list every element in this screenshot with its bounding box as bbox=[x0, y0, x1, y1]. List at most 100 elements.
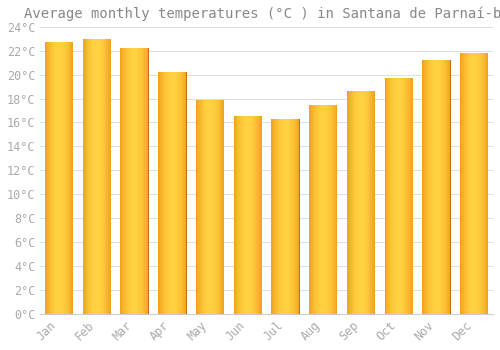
Bar bbox=[48, 42, 49, 314]
Bar bbox=[438, 60, 440, 314]
Bar bbox=[272, 119, 274, 314]
Bar bbox=[297, 119, 298, 314]
Bar bbox=[465, 53, 466, 314]
Bar bbox=[329, 105, 330, 314]
Bar bbox=[176, 72, 177, 314]
Bar bbox=[175, 72, 176, 314]
Bar bbox=[215, 100, 216, 314]
Bar bbox=[292, 119, 293, 314]
Bar bbox=[147, 48, 148, 314]
Bar bbox=[480, 53, 481, 314]
Bar bbox=[92, 39, 93, 314]
Bar bbox=[390, 78, 391, 314]
Bar bbox=[356, 91, 357, 314]
Bar bbox=[426, 60, 427, 314]
Bar bbox=[280, 119, 281, 314]
Bar bbox=[448, 60, 450, 314]
Bar bbox=[275, 119, 276, 314]
Bar bbox=[350, 91, 352, 314]
Bar bbox=[282, 119, 284, 314]
Bar bbox=[357, 91, 358, 314]
Bar bbox=[442, 60, 443, 314]
Bar bbox=[477, 53, 478, 314]
Bar bbox=[366, 91, 368, 314]
Bar bbox=[198, 100, 199, 314]
Bar bbox=[178, 72, 179, 314]
Bar bbox=[445, 60, 446, 314]
Bar bbox=[284, 119, 286, 314]
Bar bbox=[240, 117, 241, 314]
Bar bbox=[218, 100, 220, 314]
Bar bbox=[291, 119, 292, 314]
Bar bbox=[252, 117, 254, 314]
Bar bbox=[47, 42, 48, 314]
Bar bbox=[274, 119, 275, 314]
Bar bbox=[222, 100, 224, 314]
Bar bbox=[395, 78, 396, 314]
Bar bbox=[70, 42, 72, 314]
Bar bbox=[408, 78, 409, 314]
Bar bbox=[238, 117, 240, 314]
Bar bbox=[331, 105, 332, 314]
Bar bbox=[97, 39, 98, 314]
Bar bbox=[286, 119, 288, 314]
Bar bbox=[99, 39, 100, 314]
Bar bbox=[214, 100, 215, 314]
Bar bbox=[384, 78, 386, 314]
Bar bbox=[181, 72, 182, 314]
Bar bbox=[393, 78, 394, 314]
Bar bbox=[400, 78, 402, 314]
Bar bbox=[476, 53, 477, 314]
Bar bbox=[100, 39, 102, 314]
Bar bbox=[206, 100, 208, 314]
Bar bbox=[261, 117, 262, 314]
Bar bbox=[427, 60, 428, 314]
Bar bbox=[310, 105, 311, 314]
Bar bbox=[161, 72, 162, 314]
Bar bbox=[484, 53, 486, 314]
Bar bbox=[365, 91, 366, 314]
Bar bbox=[313, 105, 314, 314]
Bar bbox=[109, 39, 110, 314]
Bar bbox=[312, 105, 313, 314]
Bar bbox=[406, 78, 407, 314]
Bar bbox=[474, 53, 475, 314]
Bar bbox=[242, 117, 243, 314]
Bar bbox=[243, 117, 244, 314]
Bar bbox=[364, 91, 365, 314]
Bar bbox=[93, 39, 94, 314]
Bar bbox=[374, 91, 375, 314]
Bar bbox=[447, 60, 448, 314]
Bar bbox=[179, 72, 180, 314]
Bar bbox=[91, 39, 92, 314]
Bar bbox=[407, 78, 408, 314]
Bar bbox=[422, 60, 424, 314]
Bar bbox=[90, 39, 91, 314]
Bar bbox=[432, 60, 434, 314]
Bar bbox=[245, 117, 246, 314]
Bar bbox=[177, 72, 178, 314]
Bar bbox=[163, 72, 164, 314]
Bar bbox=[330, 105, 331, 314]
Bar bbox=[486, 53, 488, 314]
Bar bbox=[158, 72, 159, 314]
Bar bbox=[127, 48, 128, 314]
Bar bbox=[212, 100, 213, 314]
Bar bbox=[174, 72, 175, 314]
Bar bbox=[68, 42, 70, 314]
Bar bbox=[61, 42, 62, 314]
Bar bbox=[462, 53, 463, 314]
Bar bbox=[63, 42, 64, 314]
Bar bbox=[58, 42, 59, 314]
Bar bbox=[196, 100, 197, 314]
Bar bbox=[258, 117, 259, 314]
Bar bbox=[250, 117, 252, 314]
Bar bbox=[279, 119, 280, 314]
Bar bbox=[260, 117, 261, 314]
Bar bbox=[184, 72, 186, 314]
Bar bbox=[141, 48, 142, 314]
Bar bbox=[108, 39, 109, 314]
Bar bbox=[311, 105, 312, 314]
Bar bbox=[298, 119, 299, 314]
Bar bbox=[95, 39, 96, 314]
